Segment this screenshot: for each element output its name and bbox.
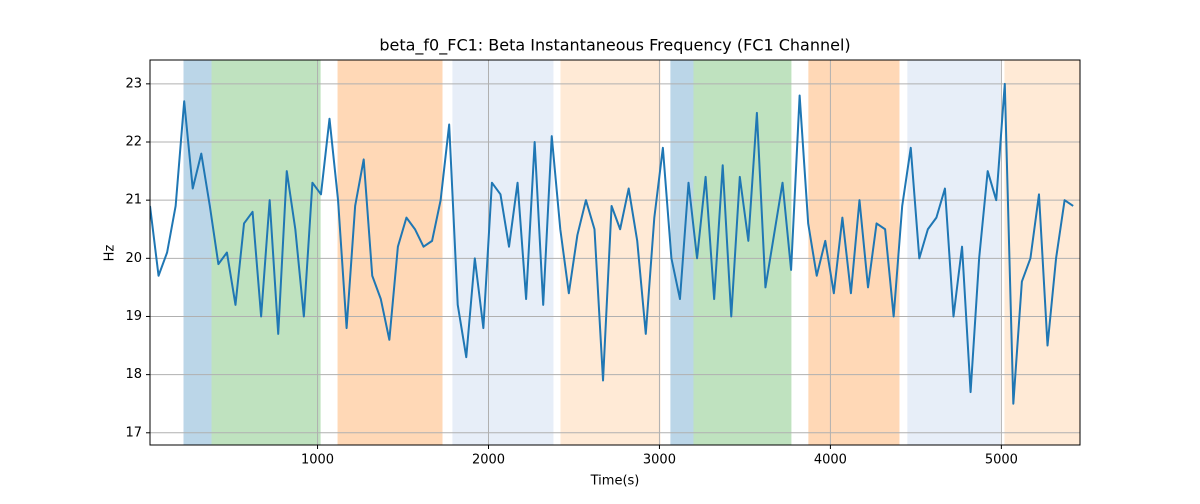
y-tick-label: 20 bbox=[125, 251, 142, 266]
x-tick-label: 3000 bbox=[643, 453, 676, 468]
shaded-span bbox=[183, 60, 212, 445]
spans bbox=[183, 60, 1080, 445]
y-axis-label: Hz bbox=[103, 245, 118, 262]
shaded-span bbox=[693, 60, 792, 445]
x-tick-label: 4000 bbox=[814, 453, 847, 468]
y-tick-label: 19 bbox=[125, 309, 142, 324]
shaded-span bbox=[907, 60, 1001, 445]
x-axis-label: Time(s) bbox=[590, 474, 640, 489]
grid bbox=[150, 60, 1080, 445]
y-tick-label: 18 bbox=[125, 367, 142, 382]
x-tick-label: 1000 bbox=[301, 453, 334, 468]
chart-title: beta_f0_FC1: Beta Instantaneous Frequenc… bbox=[379, 36, 850, 56]
y-tick-label: 17 bbox=[125, 425, 142, 440]
shaded-span bbox=[452, 60, 554, 445]
x-tick-label: 5000 bbox=[985, 453, 1018, 468]
plot bbox=[150, 82, 1074, 405]
shaded-span bbox=[560, 60, 661, 445]
y-tick-label: 21 bbox=[125, 193, 142, 208]
y-tick-label: 22 bbox=[125, 135, 142, 150]
shaded-span bbox=[337, 60, 443, 445]
data-line bbox=[150, 82, 1074, 405]
y-tick-label: 23 bbox=[125, 76, 142, 91]
shaded-span bbox=[670, 60, 694, 445]
axes: 1000 2000 3000 4000 5000 17 18 19 20 21 22 23 bbox=[125, 59, 1081, 468]
x-tick-label: 2000 bbox=[472, 453, 505, 468]
plot-frame bbox=[149, 59, 1081, 446]
